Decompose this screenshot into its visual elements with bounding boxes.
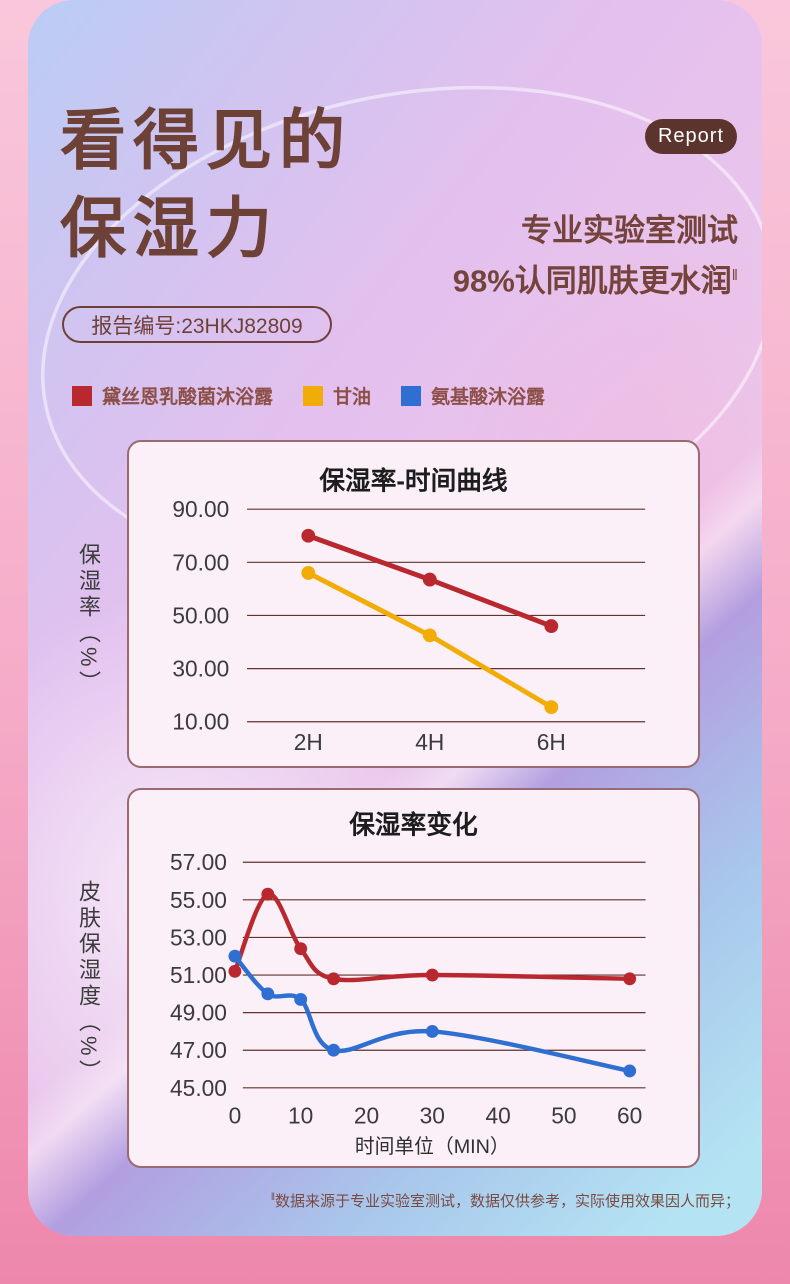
data-point: [301, 528, 316, 543]
claim-reference-marker: ‖: [731, 267, 738, 284]
legend-item-glycerin: 甘油: [303, 382, 371, 409]
y-tick-label: 53.00: [170, 924, 227, 950]
data-point: [544, 619, 559, 634]
subtitle-line2: 98%认同肌肤更水润‖: [453, 253, 738, 303]
legend-item-brand: 黛丝恩乳酸菌沐浴露: [72, 382, 273, 409]
x-tick-label: 6H: [537, 729, 566, 755]
data-point: [327, 1043, 341, 1057]
legend-item-amino: 氨基酸沐浴露: [401, 382, 545, 409]
data-point: [294, 942, 308, 956]
x-tick-label: 2H: [294, 729, 323, 755]
y-tick-label: 90.00: [172, 496, 229, 522]
data-point: [261, 987, 275, 1001]
y-tick-label: 70.00: [172, 549, 229, 575]
footnote-text: 数据来源于专业实验室测试，数据仅供参考，实际使用效果因人而异；: [274, 1193, 740, 1210]
y-tick-label: 47.00: [170, 1037, 227, 1063]
legend-swatch-yellow: [303, 385, 324, 406]
legend-label: 黛丝恩乳酸菌沐浴露: [102, 387, 274, 408]
y-tick-label: 51.00: [170, 962, 227, 988]
y-tick-label: 10.00: [172, 709, 229, 735]
y-axis-title-chart1: 保湿率（%）: [76, 543, 101, 697]
y-tick-label: 45.00: [170, 1075, 227, 1101]
chart-title: 保湿率-时间曲线: [318, 465, 508, 495]
chart-svg: 保湿率变化 57.00 55.00 53.00 51.00 49.00 47.00 45.00…: [170, 810, 646, 1158]
y-tick-label: 49.00: [170, 1000, 227, 1026]
data-point: [301, 566, 316, 580]
legend-label: 氨基酸沐浴露: [431, 387, 546, 408]
data-point: [425, 968, 439, 982]
y-tick-label: 55.00: [170, 887, 227, 913]
page-title: 看得见的 保湿力: [60, 96, 352, 272]
data-point: [422, 628, 437, 643]
x-tick-label: 60: [617, 1102, 642, 1128]
chart-card-moisture-time: 保湿率-时间曲线 90.00 70.00 50.00 30.00 10.00 2H 4H 6H: [127, 440, 700, 768]
chart-title: 保湿率变化: [348, 810, 478, 840]
y-tick-label: 50.00: [172, 602, 229, 628]
page-title-line2: 保湿力: [60, 191, 279, 265]
data-point: [228, 964, 242, 978]
x-tick-label: 10: [288, 1102, 313, 1128]
report-number-pill: 报告编号:23HKJ82809: [62, 306, 332, 343]
subtitle-line2-text: 98%认同肌肤更水润: [452, 263, 732, 299]
legend-label: 甘油: [333, 387, 372, 408]
data-point: [261, 887, 275, 901]
data-point: [422, 572, 437, 587]
data-point: [623, 972, 637, 986]
y-tick-label: 57.00: [170, 849, 227, 875]
content-card: 看得见的 保湿力 Report 专业实验室测试 98%认同肌肤更水润‖ 报告编号…: [28, 0, 762, 1236]
x-tick-label: 40: [485, 1102, 510, 1128]
data-point: [294, 993, 308, 1006]
x-tick-label: 0: [229, 1102, 242, 1128]
y-tick-label: 30.00: [172, 656, 229, 682]
y-axis-title-chart2: 皮肤保湿度（%）: [76, 880, 101, 1086]
x-tick-label: 20: [354, 1102, 379, 1128]
x-tick-label: 4H: [415, 729, 444, 755]
x-tick-label: 50: [551, 1102, 576, 1128]
chart-moisture-time-curve: 保湿率-时间曲线 90.00 70.00 50.00 30.00 10.00 2H 4H 6H: [129, 442, 698, 766]
subtitle: 专业实验室测试 98%认同肌肤更水润‖: [453, 208, 738, 303]
data-point: [327, 972, 341, 986]
data-point: [544, 700, 559, 715]
data-point: [425, 1025, 439, 1038]
footnote: ‖数据来源于专业实验室测试，数据仅供参考，实际使用效果因人而异；: [271, 1190, 740, 1211]
legend-swatch-blue: [401, 385, 422, 406]
data-point: [623, 1064, 637, 1078]
x-axis-title: 时间单位（MIN）: [355, 1136, 510, 1158]
chart-moisture-change: 保湿率变化 57.00 55.00 53.00 51.00 49.00 47.00 45.00…: [129, 790, 698, 1166]
chart-card-moisture-change: 保湿率变化 57.00 55.00 53.00 51.00 49.00 47.00 45.00…: [127, 788, 700, 1168]
x-tick-label: 30: [420, 1102, 445, 1128]
page-title-line1: 看得见的: [60, 103, 352, 177]
subtitle-line1: 专业实验室测试: [521, 213, 738, 248]
chart-svg: 保湿率-时间曲线 90.00 70.00 50.00 30.00 10.00 2H 4H 6H: [172, 465, 646, 755]
data-point: [228, 949, 242, 963]
footnote-marker: ‖: [270, 1192, 275, 1203]
legend-swatch-red: [72, 385, 92, 406]
chart-legend: 黛丝恩乳酸菌沐浴露 甘油 氨基酸沐浴露: [72, 382, 545, 409]
report-badge: Report: [645, 119, 737, 154]
